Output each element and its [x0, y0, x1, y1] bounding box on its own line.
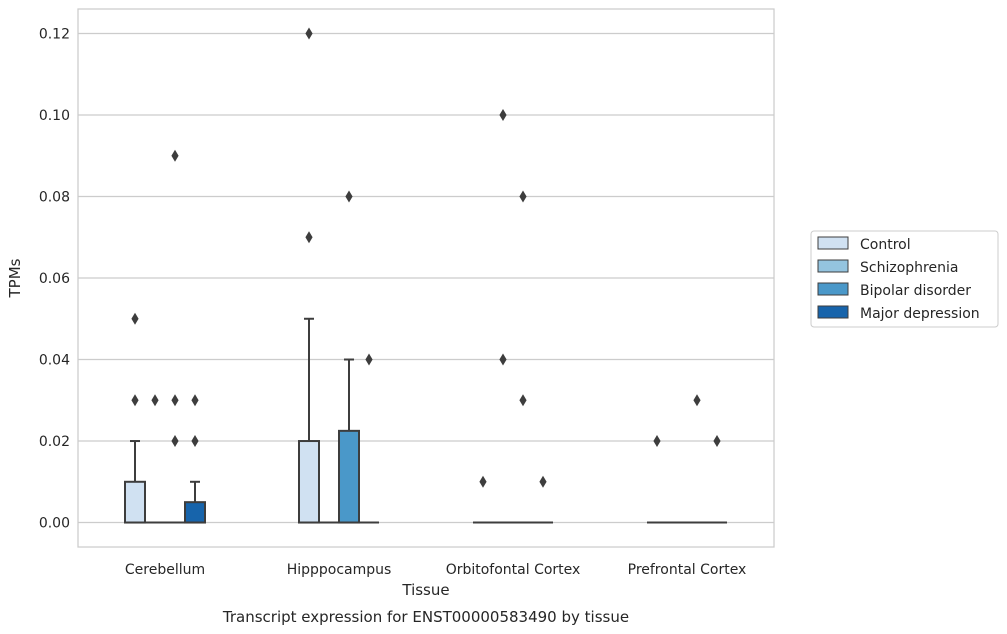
outlier-point [479, 475, 487, 488]
y-tick-label: 0.06 [39, 271, 70, 287]
box-group [359, 353, 379, 524]
y-tick-labels: 0.00 0.02 0.04 0.06 0.08 0.10 0.12 [39, 26, 70, 531]
outlier-point [713, 435, 721, 448]
outlier-point [499, 108, 507, 121]
y-tick-label: 0.00 [39, 516, 70, 532]
x-tick-label: Hipppocampus [287, 562, 392, 578]
series-bipolar-disorder [165, 149, 707, 524]
legend-swatch [817, 305, 849, 319]
legend-swatch [817, 282, 849, 296]
outlier-point [519, 394, 527, 407]
box-group [165, 149, 185, 524]
outlier-point [365, 353, 373, 366]
legend: Control Schizophrenia Bipolar disorder Majo… [810, 230, 999, 328]
chart-caption: Transcript expression for ENST0000058349… [222, 608, 629, 626]
y-tick-label: 0.04 [39, 353, 70, 369]
outlier-point [151, 394, 159, 407]
legend-frame [810, 230, 999, 328]
x-tick-labels: Cerebellum Hipppocampus Orbitofontal Corte… [125, 562, 746, 578]
box [338, 429, 360, 524]
outlier-point [305, 27, 313, 40]
outlier-point [345, 190, 353, 203]
outlier-point [191, 435, 199, 448]
x-axis-title: Tissue [401, 581, 449, 599]
box-group [473, 475, 493, 524]
series-schizophrenia [145, 108, 687, 524]
y-tick-label: 0.08 [39, 189, 70, 205]
box-group [493, 108, 513, 524]
outlier-point [171, 149, 179, 162]
legend-label: Schizophrenia [860, 260, 958, 276]
outlier-point [171, 435, 179, 448]
legend-label: Control [860, 237, 911, 253]
outlier-point [191, 394, 199, 407]
box [298, 440, 320, 524]
y-tick-label: 0.02 [39, 434, 70, 450]
x-tick-label: Cerebellum [125, 562, 205, 578]
outlier-point [305, 231, 313, 244]
box [124, 480, 146, 524]
box-group [145, 394, 165, 524]
box-group [184, 394, 206, 524]
box-series [124, 27, 727, 524]
box [184, 501, 206, 524]
box-group [533, 475, 553, 524]
legend-swatch [817, 236, 849, 250]
outlier-point [653, 435, 661, 448]
box-group [338, 190, 360, 524]
series-major-depression [184, 353, 727, 524]
outlier-point [519, 190, 527, 203]
box-group [298, 27, 320, 524]
y-axis-title: TPMs [6, 258, 24, 298]
legend-label: Major depression [860, 306, 980, 322]
plot-frame [77, 8, 775, 548]
box-group [124, 312, 146, 524]
outlier-point [131, 312, 139, 325]
box-group [707, 435, 727, 524]
box-group [647, 435, 667, 524]
x-tick-label: Prefrontal Cortex [628, 562, 747, 578]
outlier-point [131, 394, 139, 407]
y-tick-label: 0.10 [39, 108, 70, 124]
legend-label: Bipolar disorder [860, 283, 971, 299]
outlier-point [693, 394, 701, 407]
x-tick-label: Orbitofontal Cortex [446, 562, 581, 578]
series-control [124, 27, 667, 524]
outlier-point [499, 353, 507, 366]
outlier-point [539, 475, 547, 488]
box-group [687, 394, 707, 524]
legend-swatch [817, 259, 849, 273]
box-group [513, 190, 533, 524]
y-tick-label: 0.12 [39, 26, 70, 42]
outlier-point [171, 394, 179, 407]
